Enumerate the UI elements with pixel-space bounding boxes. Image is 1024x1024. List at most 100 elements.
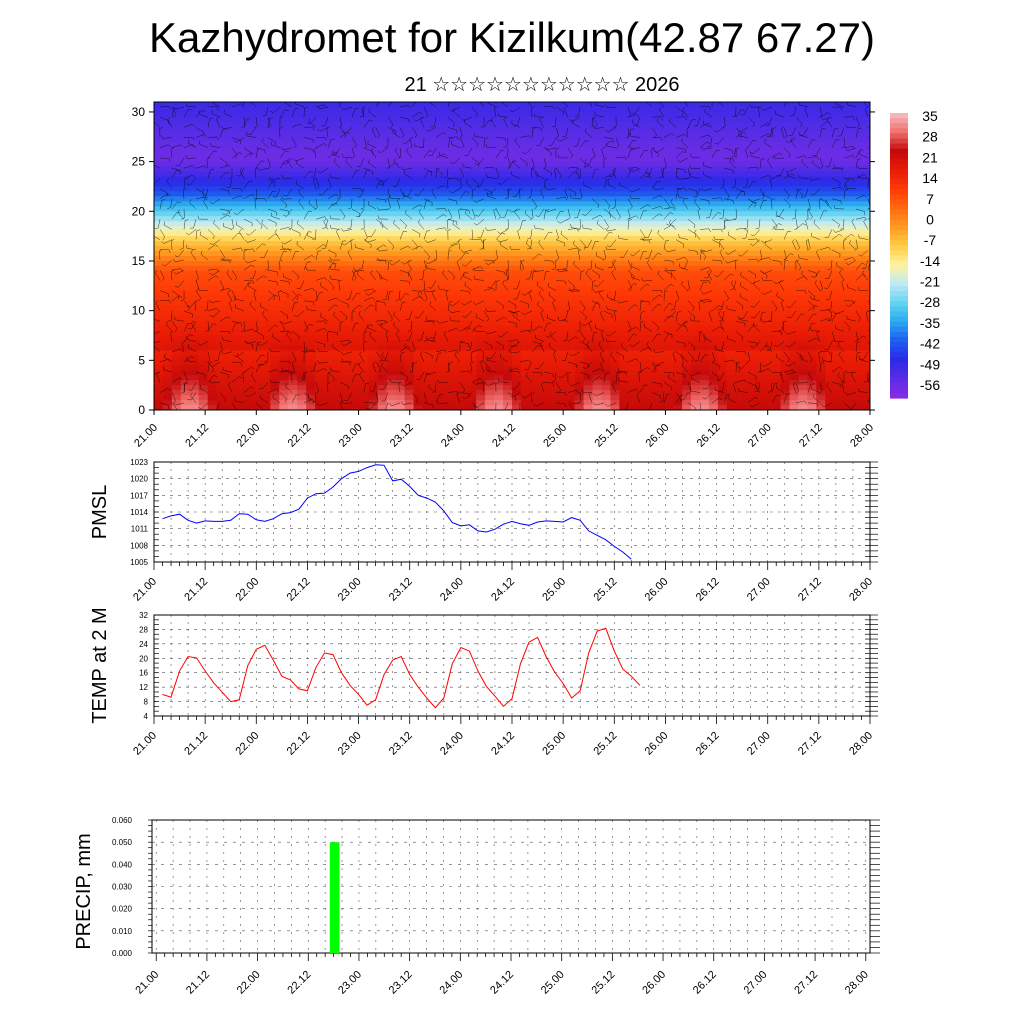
heatmap-cell	[431, 106, 441, 113]
heatmap-cell	[306, 385, 316, 391]
heatmap-cell	[807, 260, 817, 267]
heatmap-cell	[753, 355, 764, 361]
heatmap-cell	[324, 191, 334, 197]
heatmap-cell	[171, 106, 182, 113]
heatmap-cell	[619, 310, 629, 317]
heatmap-cell	[762, 350, 773, 356]
heatmap-cell	[171, 375, 182, 381]
heatmap-cell	[637, 295, 647, 302]
heatmap-cell	[520, 265, 531, 272]
heatmap-cell	[780, 295, 791, 302]
heatmap-cell	[297, 151, 307, 158]
heatmap-cell	[816, 146, 826, 153]
heatmap-cell	[395, 121, 406, 128]
heatmap-cell	[333, 355, 343, 361]
heatmap-cell	[261, 395, 271, 401]
heatmap-cell	[431, 360, 441, 366]
heatmap-cell	[333, 390, 343, 396]
heatmap-cell	[691, 136, 701, 143]
heatmap-cell	[162, 151, 173, 158]
heatmap-cell	[789, 181, 799, 188]
heatmap-cell	[395, 221, 406, 227]
heatmap-cell	[288, 102, 298, 108]
heatmap-cell	[664, 231, 674, 237]
heatmap-cell	[834, 295, 844, 302]
heatmap-cell	[655, 102, 665, 108]
heatmap-cell	[467, 300, 477, 307]
heatmap-cell	[574, 355, 585, 361]
heatmap-cell	[655, 260, 665, 267]
heatmap-cell	[324, 280, 334, 287]
heatmap-cell	[861, 211, 870, 217]
heatmap-cell	[798, 216, 808, 222]
heatmap-cell	[162, 295, 173, 302]
heatmap-cell	[198, 340, 209, 347]
heatmap-cell	[574, 251, 585, 257]
heatmap-cell	[162, 241, 173, 247]
heatmap-cell	[852, 265, 862, 272]
heatmap-cell	[637, 325, 647, 332]
heatmap-cell	[529, 310, 540, 317]
heatmap-cell	[476, 300, 486, 307]
heatmap-cell	[610, 126, 620, 133]
heatmap-cell	[467, 211, 477, 217]
heatmap-cell	[413, 280, 424, 287]
heatmap-cell	[753, 191, 764, 197]
heatmap-cell	[261, 186, 271, 193]
heatmap-cell	[565, 285, 576, 292]
wind-barb	[156, 371, 161, 383]
heatmap-cell	[789, 221, 799, 227]
heatmap-cell	[816, 370, 826, 376]
heatmap-cell	[771, 260, 782, 267]
heatmap-cell	[780, 330, 791, 337]
heatmap-cell	[341, 191, 352, 197]
heatmap-cell	[377, 191, 388, 197]
heatmap-cell	[682, 265, 692, 272]
heatmap-cell	[458, 325, 468, 332]
heatmap-cell	[861, 335, 870, 342]
heatmap-cell	[162, 231, 173, 237]
heatmap-cell	[171, 216, 182, 222]
heatmap-cell	[440, 300, 450, 307]
heatmap-cell	[762, 330, 773, 337]
heatmap-cell	[261, 375, 271, 381]
heatmap-cell	[467, 270, 477, 277]
heatmap-cell	[297, 211, 307, 217]
heatmap-cell	[646, 136, 656, 143]
heatmap-cell	[377, 345, 388, 351]
heatmap-cell	[449, 216, 459, 222]
heatmap-cell	[180, 300, 191, 307]
heatmap-cell	[162, 330, 173, 337]
heatmap-cell	[225, 325, 236, 332]
heatmap-cell	[592, 186, 603, 193]
heatmap-cell	[529, 136, 540, 143]
heatmap-cell	[485, 102, 495, 108]
heatmap-cell	[270, 380, 280, 386]
heatmap-cell	[655, 365, 665, 371]
heatmap-cell	[520, 295, 531, 302]
heatmap-cell	[350, 156, 361, 163]
heatmap-cell	[359, 216, 370, 222]
heatmap-cell	[162, 256, 173, 262]
heatmap-cell	[154, 295, 164, 302]
heatmap-cell	[368, 260, 379, 267]
heatmap-cell	[753, 380, 764, 386]
heatmap-cell	[440, 385, 450, 391]
heatmap-cell	[377, 305, 388, 312]
heatmap-cell	[798, 131, 808, 138]
heatmap-cell	[601, 161, 612, 168]
heatmap-cell	[306, 280, 316, 287]
heatmap-cell	[154, 355, 164, 361]
heatmap-cell	[843, 191, 853, 197]
heatmap-cell	[198, 251, 209, 257]
heatmap-cell	[503, 370, 513, 376]
heatmap-cell	[306, 315, 316, 322]
heatmap-cell	[449, 345, 459, 351]
heatmap-cell	[395, 280, 406, 287]
heatmap-cell	[556, 256, 567, 262]
heatmap-cell	[207, 265, 218, 272]
heatmap-cell	[261, 270, 271, 277]
heatmap-cell	[565, 300, 576, 307]
heatmap-cell	[771, 181, 782, 188]
heatmap-cell	[825, 126, 835, 133]
